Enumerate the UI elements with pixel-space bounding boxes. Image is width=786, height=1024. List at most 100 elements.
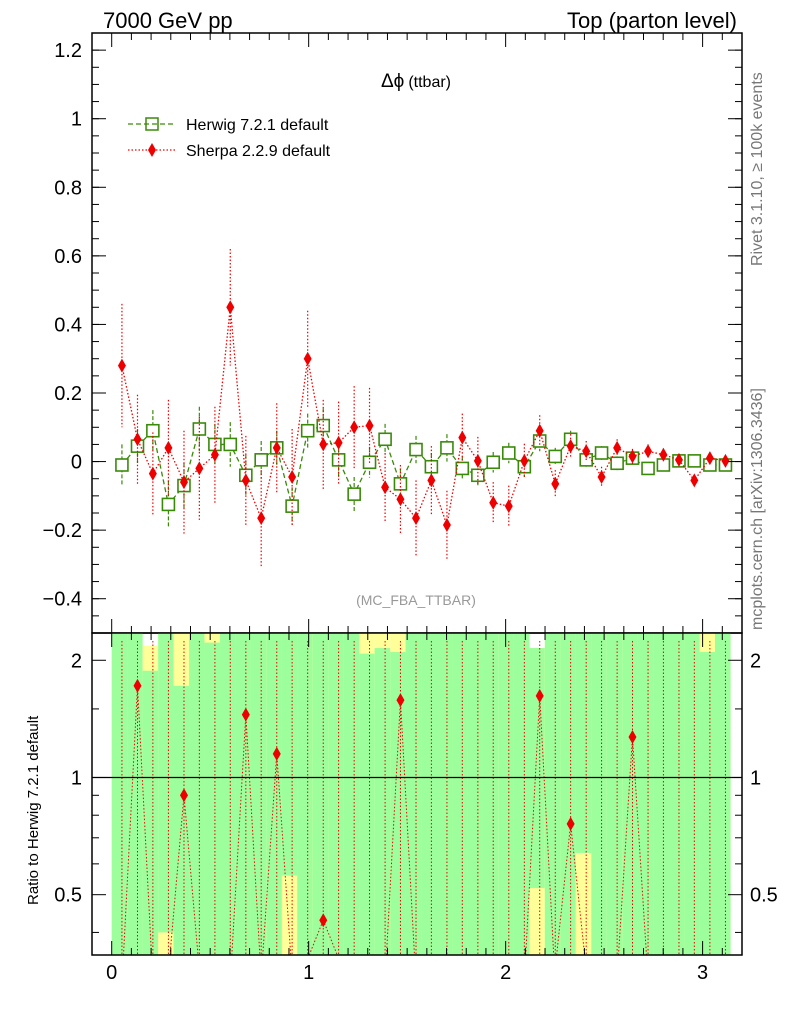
sherpa-point [644, 444, 653, 459]
ratio-inner-band [390, 652, 406, 955]
legend-entry-herwig: Herwig 7.2.1 default [128, 117, 329, 134]
ratio-sherpa-line [539, 695, 555, 956]
ratio-inner-band [359, 653, 375, 955]
ratio-plot-bands [111, 633, 731, 955]
ratio-sherpa-line [617, 737, 633, 956]
ratio-inner-band [158, 633, 174, 933]
herwig-point [548, 449, 563, 464]
ratio-sherpa-point [535, 688, 544, 703]
ratio-inner-band [606, 633, 623, 955]
sherpa-point [210, 447, 219, 462]
sherpa-point [458, 430, 467, 445]
ratio-inner-band [560, 633, 576, 955]
sherpa-point [133, 432, 142, 447]
sherpa-point [226, 300, 235, 315]
ratio-sherpa-point [566, 816, 575, 831]
ratio-sherpa-line [556, 823, 572, 956]
main-plot-axes: −0.4 −0.2 0 0.2 0.4 0.6 0.8 1 1.2 [43, 33, 742, 634]
ratio-sherpa-point [319, 913, 328, 928]
sherpa-point [566, 439, 575, 454]
ratio-x-tick-label: 2 [500, 962, 511, 984]
ratio-plot-data [121, 641, 726, 956]
ratio-inner-band [297, 633, 313, 955]
ratio-y-tick-label-right: 0.5 [750, 885, 778, 907]
sherpa-point [381, 480, 390, 495]
sherpa-point [365, 418, 374, 433]
ratio-inner-band [653, 633, 669, 955]
sherpa-point [721, 453, 730, 468]
sherpa-point [690, 473, 699, 488]
main-plot-title: Δϕ (ttbar) [381, 71, 451, 92]
sherpa-point [489, 495, 498, 510]
legend-sherpa-label: Sherpa 2.2.9 default [186, 143, 331, 160]
ratio-sherpa-line [399, 700, 415, 956]
main-plot-title-suffix: (ttbar) [408, 74, 451, 91]
herwig-point [610, 456, 624, 471]
main-y-tick-label: 0 [71, 452, 82, 474]
sherpa-point [195, 461, 204, 476]
header-right-label: Top (parton level) [567, 8, 737, 33]
sherpa-point [674, 452, 683, 467]
sherpa-point [442, 518, 451, 532]
sherpa-point [272, 440, 281, 455]
sherpa-point [164, 440, 173, 455]
sherpa-point [241, 473, 250, 488]
ratio-inner-band [281, 633, 298, 876]
ratio-inner-band [699, 652, 716, 955]
ratio-inner-band [173, 685, 190, 955]
ratio-sherpa-line [322, 920, 338, 956]
ratio-y-tick-label: 1 [71, 767, 82, 789]
main-y-tick-label: 0.2 [54, 383, 82, 405]
main-y-tick-label: 1.2 [54, 40, 82, 62]
sherpa-point [597, 470, 606, 484]
ratio-inner-band [591, 633, 607, 955]
main-y-tick-label: 0.8 [54, 177, 82, 199]
ratio-inner-band [127, 633, 143, 955]
sherpa-point [179, 475, 188, 490]
legend: Herwig 7.2.1 default Sherpa 2.2.9 defaul… [128, 117, 331, 160]
ratio-sherpa-line [183, 795, 199, 956]
ratio-sherpa-point [628, 730, 637, 745]
ratio-sherpa-line [169, 795, 185, 956]
ratio-inner-band [622, 633, 638, 955]
sherpa-point [350, 420, 359, 435]
ratio-inner-band [513, 633, 530, 955]
mcplots-reference-label: mcplots.cern.ch [arXiv:1306.3436] [749, 388, 766, 630]
herwig-point [254, 453, 268, 467]
ratio-inner-band [235, 633, 251, 955]
legend-sherpa-marker [148, 143, 156, 157]
ratio-sherpa-line [631, 737, 647, 956]
sherpa-point [303, 351, 312, 366]
sherpa-point [535, 423, 544, 438]
ratio-inner-band [189, 633, 205, 955]
sherpa-point [334, 435, 343, 450]
ratio-sherpa-line [231, 714, 247, 956]
herwig-line [121, 424, 726, 507]
ratio-sherpa-point [179, 788, 188, 803]
sherpa-point [288, 470, 297, 484]
ratio-sherpa-line [525, 695, 541, 956]
ratio-inner-band [343, 633, 360, 955]
sherpa-point [520, 453, 529, 468]
ratio-x-tick-label: 3 [697, 962, 708, 984]
ratio-inner-band [668, 633, 685, 955]
ratio-plot-panel: 0.5 0.5 1 1 2 2 0 1 2 3 Ratio to Herwig 7.2.1 def… [25, 632, 778, 984]
ratio-inner-band [684, 633, 700, 955]
herwig-point [486, 455, 501, 470]
main-y-tick-label: −0.4 [43, 589, 82, 611]
ratio-inner-band [328, 633, 344, 955]
legend-herwig-marker [145, 117, 159, 131]
ratio-sherpa-line [123, 685, 138, 956]
ratio-sherpa-point [272, 746, 281, 761]
ratio-inner-band [405, 633, 422, 955]
ratio-y-tick-label-right: 1 [750, 767, 761, 789]
herwig-point [347, 487, 361, 501]
ratio-y-tick-label-right: 2 [750, 650, 761, 672]
herwig-point [687, 454, 702, 468]
herwig-point [409, 442, 423, 457]
ratio-inner-band [111, 633, 128, 955]
main-plot-title-symbol: Δϕ [381, 71, 404, 92]
ratio-inner-band [498, 633, 514, 955]
ratio-sherpa-point [241, 707, 250, 722]
